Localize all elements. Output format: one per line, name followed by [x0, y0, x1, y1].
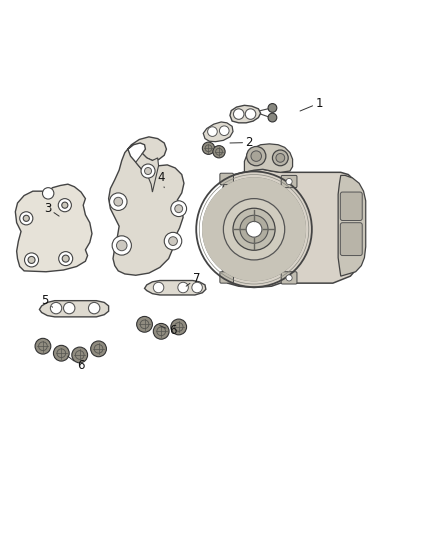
- Polygon shape: [136, 154, 159, 192]
- Circle shape: [233, 109, 244, 119]
- Circle shape: [212, 188, 296, 271]
- Circle shape: [202, 177, 306, 281]
- Circle shape: [91, 341, 106, 357]
- Polygon shape: [230, 106, 261, 123]
- Text: 1: 1: [300, 96, 323, 111]
- Circle shape: [153, 324, 169, 339]
- Circle shape: [25, 253, 39, 267]
- Circle shape: [192, 282, 202, 293]
- Circle shape: [62, 255, 69, 262]
- Circle shape: [219, 126, 229, 135]
- Circle shape: [59, 252, 73, 265]
- Text: 4: 4: [158, 171, 165, 188]
- Circle shape: [110, 193, 127, 211]
- Circle shape: [223, 199, 285, 260]
- Circle shape: [251, 151, 261, 161]
- FancyBboxPatch shape: [220, 272, 233, 283]
- Circle shape: [141, 164, 155, 178]
- FancyBboxPatch shape: [281, 272, 297, 284]
- Polygon shape: [221, 169, 357, 287]
- Circle shape: [64, 302, 75, 314]
- Circle shape: [233, 208, 275, 251]
- Polygon shape: [203, 122, 233, 142]
- Polygon shape: [109, 137, 184, 275]
- Circle shape: [240, 215, 268, 243]
- Polygon shape: [15, 184, 92, 272]
- FancyBboxPatch shape: [220, 173, 233, 184]
- Circle shape: [208, 184, 299, 274]
- Text: 6: 6: [160, 325, 176, 337]
- Circle shape: [164, 232, 182, 250]
- Circle shape: [205, 181, 303, 278]
- Circle shape: [175, 205, 183, 213]
- Circle shape: [112, 236, 131, 255]
- Circle shape: [171, 319, 187, 335]
- Circle shape: [23, 215, 29, 221]
- Circle shape: [145, 167, 152, 174]
- Circle shape: [213, 146, 225, 158]
- Circle shape: [202, 142, 215, 155]
- Circle shape: [20, 212, 33, 225]
- Circle shape: [114, 197, 123, 206]
- FancyBboxPatch shape: [340, 223, 362, 255]
- Circle shape: [72, 347, 88, 363]
- Circle shape: [268, 113, 277, 122]
- Circle shape: [62, 202, 68, 208]
- Circle shape: [117, 240, 127, 251]
- Text: 2: 2: [230, 136, 253, 149]
- Text: 3: 3: [44, 202, 59, 216]
- Circle shape: [42, 188, 54, 199]
- Circle shape: [272, 150, 288, 166]
- FancyBboxPatch shape: [281, 175, 297, 188]
- Circle shape: [171, 201, 187, 216]
- Circle shape: [276, 154, 285, 162]
- Circle shape: [247, 147, 266, 166]
- Circle shape: [219, 195, 289, 264]
- FancyBboxPatch shape: [340, 192, 362, 221]
- Text: 7: 7: [186, 272, 200, 286]
- Circle shape: [178, 282, 188, 293]
- Polygon shape: [338, 175, 366, 276]
- Circle shape: [53, 345, 69, 361]
- Circle shape: [153, 282, 164, 293]
- Polygon shape: [244, 144, 293, 172]
- Polygon shape: [39, 301, 109, 317]
- Circle shape: [245, 109, 256, 119]
- Circle shape: [215, 191, 293, 268]
- Circle shape: [286, 179, 292, 184]
- Circle shape: [88, 302, 100, 314]
- Circle shape: [35, 338, 51, 354]
- Polygon shape: [145, 280, 206, 295]
- Text: 6: 6: [68, 356, 84, 373]
- Circle shape: [246, 221, 262, 237]
- Circle shape: [28, 256, 35, 263]
- Circle shape: [169, 237, 177, 246]
- Circle shape: [286, 275, 292, 281]
- Circle shape: [58, 199, 71, 212]
- Circle shape: [137, 317, 152, 332]
- Circle shape: [208, 127, 217, 136]
- Text: 5: 5: [42, 294, 53, 307]
- Circle shape: [268, 103, 277, 112]
- Circle shape: [50, 302, 62, 314]
